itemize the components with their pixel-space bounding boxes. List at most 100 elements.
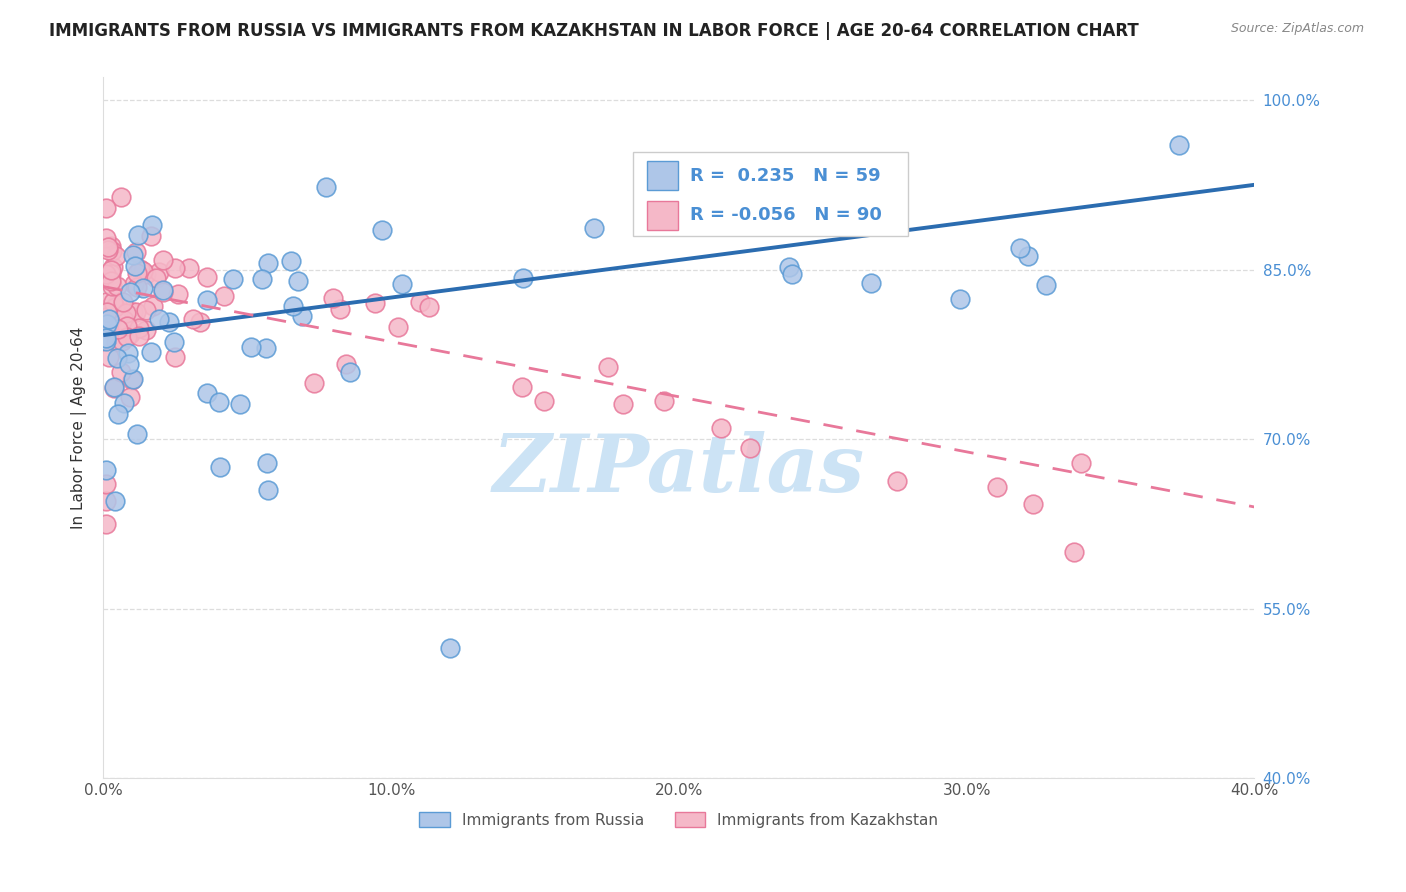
- Point: [122, 248, 145, 262]
- Point: [125, 244, 148, 259]
- Point: [281, 300, 304, 314]
- Point: [107, 407, 129, 421]
- Point: [135, 323, 157, 337]
- Point: [103, 494, 125, 508]
- Point: [886, 475, 908, 489]
- Point: [124, 259, 146, 273]
- Point: [98, 351, 121, 365]
- Text: R = -0.056   N = 90: R = -0.056 N = 90: [690, 206, 882, 225]
- Point: [94, 477, 117, 491]
- Point: [132, 264, 155, 278]
- Point: [335, 357, 357, 371]
- Point: [1035, 278, 1057, 293]
- Point: [738, 442, 761, 456]
- Point: [582, 220, 605, 235]
- Text: IMMIGRANTS FROM RUSSIA VS IMMIGRANTS FROM KAZAKHSTAN IN LABOR FORCE | AGE 20-64 : IMMIGRANTS FROM RUSSIA VS IMMIGRANTS FRO…: [49, 22, 1139, 40]
- Point: [1010, 241, 1032, 255]
- Point: [778, 260, 800, 275]
- Point: [115, 306, 138, 320]
- Point: [152, 285, 174, 299]
- Point: [100, 244, 122, 259]
- Point: [859, 211, 882, 225]
- Point: [94, 516, 117, 531]
- Point: [280, 254, 302, 268]
- Point: [110, 190, 132, 204]
- Point: [103, 260, 125, 275]
- Point: [322, 291, 344, 305]
- Point: [157, 315, 180, 329]
- Point: [135, 303, 157, 318]
- Point: [387, 320, 409, 334]
- Point: [195, 386, 218, 401]
- Point: [142, 298, 165, 312]
- Point: [98, 311, 121, 326]
- Point: [949, 292, 972, 306]
- Text: R =  0.235   N = 59: R = 0.235 N = 59: [690, 167, 880, 185]
- Point: [287, 275, 309, 289]
- Point: [100, 315, 122, 329]
- Point: [100, 278, 122, 293]
- Text: Source: ZipAtlas.com: Source: ZipAtlas.com: [1230, 22, 1364, 36]
- Point: [125, 305, 148, 319]
- Point: [212, 288, 235, 302]
- Point: [121, 305, 143, 319]
- Point: [94, 231, 117, 245]
- Point: [120, 285, 142, 300]
- Point: [118, 357, 141, 371]
- Point: [860, 277, 883, 291]
- Point: [533, 393, 555, 408]
- Point: [254, 341, 277, 355]
- Point: [97, 244, 120, 258]
- Point: [1063, 545, 1085, 559]
- Point: [148, 265, 170, 279]
- Point: [118, 390, 141, 404]
- Point: [96, 334, 118, 348]
- Point: [598, 359, 620, 374]
- Point: [100, 263, 122, 277]
- Point: [208, 460, 231, 475]
- Y-axis label: In Labor Force | Age 20-64: In Labor Force | Age 20-64: [72, 326, 87, 529]
- Point: [94, 310, 117, 324]
- Point: [240, 341, 263, 355]
- Point: [770, 168, 793, 182]
- Point: [139, 345, 162, 359]
- Point: [128, 328, 150, 343]
- Point: [986, 480, 1008, 494]
- Point: [221, 272, 243, 286]
- Point: [1070, 457, 1092, 471]
- Point: [129, 261, 152, 276]
- Point: [111, 334, 134, 348]
- Point: [167, 287, 190, 301]
- Point: [391, 277, 413, 291]
- Point: [96, 318, 118, 332]
- Point: [94, 295, 117, 310]
- Point: [125, 266, 148, 280]
- Point: [371, 222, 394, 236]
- Point: [208, 395, 231, 409]
- Point: [177, 261, 200, 276]
- Point: [100, 274, 122, 288]
- Point: [439, 641, 461, 656]
- Point: [94, 462, 117, 476]
- Point: [103, 380, 125, 394]
- Point: [100, 239, 122, 253]
- Point: [418, 301, 440, 315]
- Point: [98, 271, 121, 285]
- Point: [97, 240, 120, 254]
- Point: [105, 278, 128, 293]
- Point: [141, 218, 163, 232]
- Point: [122, 372, 145, 386]
- Point: [1017, 249, 1039, 263]
- Point: [364, 296, 387, 310]
- Point: [120, 326, 142, 341]
- Point: [165, 350, 187, 364]
- Point: [94, 201, 117, 215]
- Point: [105, 351, 128, 365]
- Point: [145, 271, 167, 285]
- Point: [94, 312, 117, 326]
- Point: [652, 393, 675, 408]
- Point: [339, 365, 361, 379]
- Point: [181, 312, 204, 326]
- Point: [141, 228, 163, 243]
- Point: [125, 427, 148, 442]
